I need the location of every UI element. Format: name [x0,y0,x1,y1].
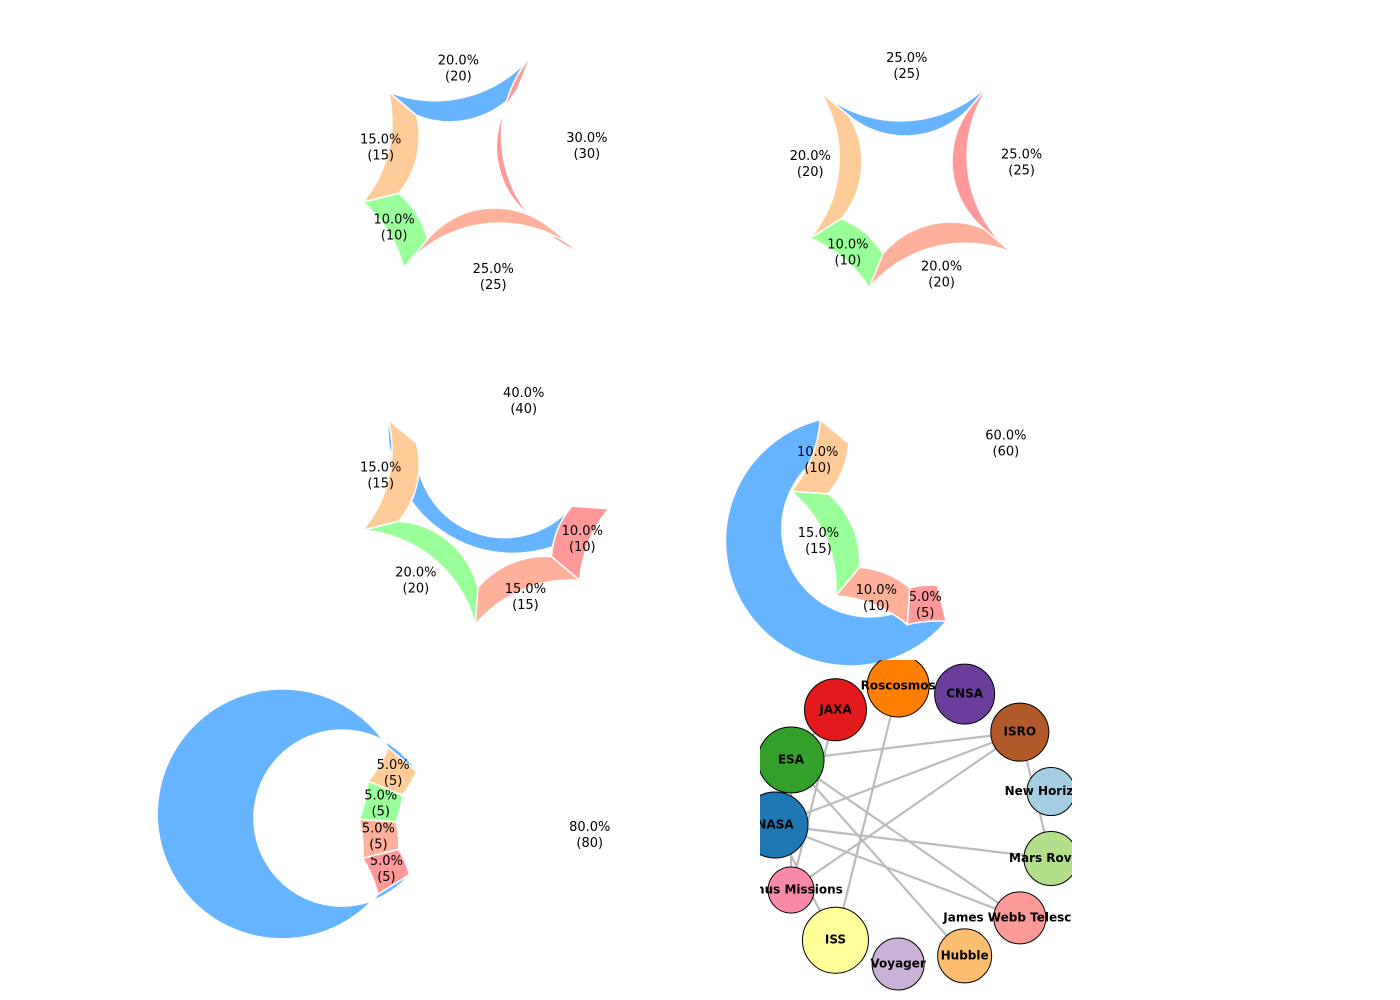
donut-2-slice-5-percent-label: 20.0% [790,149,831,164]
donut-chart-3: 40.0%(40)10.0%(10)15.0%(15)20.0%(20)15.0… [360,386,609,624]
donut-1-slice-4-percent-label: 10.0% [373,213,414,228]
donut-1-slice-5-value-label: (15) [367,149,394,164]
network-node-label-1: NASA [756,818,794,832]
donut-5-slice-5-value-label: (5) [384,774,402,789]
donut-2-slice-3-percent-label: 20.0% [921,259,962,274]
donut-3-slice-2-percent-label: 10.0% [562,524,603,539]
donut-5-slice-2-percent-label: 5.0% [370,854,403,869]
donut-2-slice-2-percent-label: 25.0% [1001,147,1042,162]
donut-2-slice-4-percent-label: 10.0% [827,238,868,253]
donut-chart-1: 20.0%(20) 30.0%(30) 25.0%(25) 10.0%(10) 15.0… [360,54,607,293]
donut-4-slice-1-value-label: (60) [993,444,1020,459]
donut-3-slice-1-value-label: (40) [510,402,537,417]
donut-2-slice-5-value-label: (20) [797,165,824,180]
donut-3-slice-5-percent-label: 15.0% [360,461,401,476]
network-node-label-11: Voyager [870,956,926,970]
network-node-label-9: James Webb Telescope [942,910,1096,924]
donut-4-slice-5-percent-label: 10.0% [797,445,838,460]
donut-4-slice-4-percent-label: 15.0% [798,526,839,541]
network-node-label-13: Venus Missions [739,883,843,897]
donut-4-slice-2-value-label: (5) [916,606,934,621]
donut-4-slice-4-value-label: (15) [805,542,832,557]
donut-4-slice-5-value-label: (10) [804,461,831,476]
donut-1-slice-3-value-label: (25) [480,278,507,293]
donut-4-slice-1-percent-label: 60.0% [985,428,1026,443]
donut-1-slice-4-value-label: (10) [381,229,408,244]
network-node-label-5: CNSA [946,687,983,701]
donut-3-slice-2-value-label: (10) [569,540,596,555]
donut-3-slice-5-value-label: (15) [367,477,394,492]
donut-4-slice-3-value-label: (10) [863,599,890,614]
donut-5-slice-1-percent-label: 80.0% [569,820,610,835]
donut-2-slice-4-value-label: (10) [835,254,862,269]
donut-chart-5: 80.0%(80)5.0%(5)5.0%(5)5.0%(5)5.0%(5) [157,689,610,939]
donut-5-slice-3-value-label: (5) [369,838,387,853]
donut-2-slice-1-percent-label: 25.0% [886,51,927,66]
network-node-label-10: Hubble [941,948,989,962]
donut-3-slice-3-percent-label: 15.0% [505,582,546,597]
donut-2-slice-3-value-label: (20) [928,275,955,290]
network-node-label-12: ISS [825,933,846,947]
donut-4-slice-2-percent-label: 5.0% [909,590,942,605]
donut-1-slice-1-percent-label: 20.0% [438,54,479,69]
donut-5-slice-1-value-label: (80) [576,836,603,851]
donut-3-slice-4-value-label: (20) [403,582,430,597]
donut-3-slice-4-percent-label: 20.0% [395,566,436,581]
donut-5-slice-5-percent-label: 5.0% [377,758,410,773]
donut-chart-4: 60.0%(60)5.0%(5)10.0%(10)15.0%(15)10.0%(… [725,420,1026,666]
donut-1-slice-2-percent-label: 30.0% [566,131,607,146]
donut-2-slice-1-value-label: (25) [893,67,920,82]
donut-5-slice-2-value-label: (5) [377,870,395,885]
donut-3-slice-3-value-label: (15) [512,598,539,613]
donut-1-slice-1-value-label: (20) [445,70,472,85]
network-node-label-7: New Horizons [1005,784,1098,798]
donut-1-slice-3-percent-label: 25.0% [473,262,514,277]
network-node-label-6: ISRO [1004,725,1037,739]
donut-4-slice-3-percent-label: 10.0% [856,583,897,598]
network-node-label-2: ESA [778,752,805,766]
network-node-label-4: Roscosmos [861,679,936,693]
network-node-label-3: JAXA [818,702,852,716]
network-graph: NASA ESA JAXA Roscosmos CNSA ISRO New Horizons… [739,655,1097,990]
donut-5-slice-3-percent-label: 5.0% [362,822,395,837]
donut-5-slice-4-value-label: (5) [372,805,390,820]
donut-chart-2: 25.0%(25)25.0%(25)20.0%(20)10.0%(10)20.0… [790,51,1043,290]
donut-1-slice-5-percent-label: 15.0% [360,133,401,148]
network-panel: NASA ESA JAXA Roscosmos CNSA ISRO New Horizons… [739,655,1097,990]
donut-3-slice-1-percent-label: 40.0% [503,386,544,401]
donut-1-slice-2-value-label: (30) [574,147,601,162]
donut-2-slice-2-value-label: (25) [1008,163,1035,178]
network-node-label-8: Mars Rovers [1009,851,1093,865]
